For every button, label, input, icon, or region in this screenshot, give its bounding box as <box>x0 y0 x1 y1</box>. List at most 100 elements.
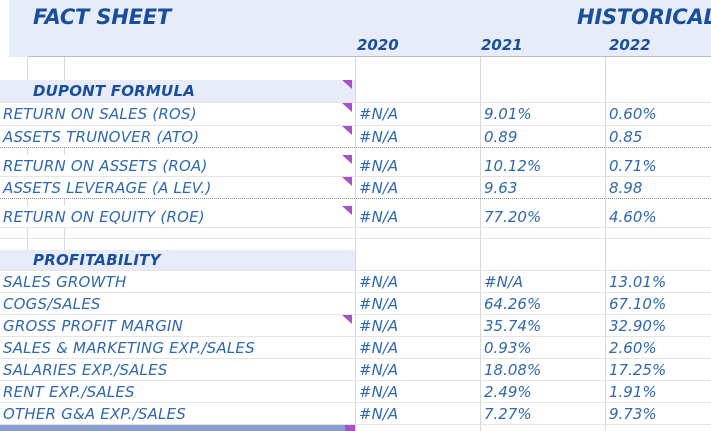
value-cell-2021[interactable]: 64.26% <box>480 293 605 314</box>
value-cell-2020[interactable]: #N/A <box>355 126 480 147</box>
value-cell-2022[interactable]: 67.10% <box>605 293 711 314</box>
value-cell-2022[interactable]: 1.91% <box>605 381 711 402</box>
value-cell-2020[interactable]: #N/A <box>355 293 480 314</box>
empty-cell[interactable] <box>480 57 605 80</box>
empty-cell[interactable] <box>480 228 605 238</box>
value-cell-2020[interactable]: #N/A <box>355 155 480 176</box>
column-header-2022[interactable]: 2022 <box>609 36 651 54</box>
row-label-cell[interactable]: SALARIES EXP./SALES <box>0 359 355 380</box>
row-label-cell[interactable]: RETURN ON SALES (ROS) <box>0 103 355 125</box>
row-label-cell[interactable]: GROSS PROFIT MARGIN <box>0 315 355 336</box>
row-label-cell[interactable]: RETURN ON ASSETS (ROA) <box>0 155 355 176</box>
empty-cell[interactable] <box>355 57 480 80</box>
value-cell-2020[interactable]: #N/A <box>355 177 480 198</box>
row-label-cell[interactable]: ASSETS LEVERAGE (A LEV.) <box>0 177 355 198</box>
column-header-2021[interactable]: 2021 <box>481 36 523 54</box>
value-cell-2022[interactable]: 0.85 <box>605 126 711 147</box>
row-label-cell[interactable]: SALES & MARKETING EXP./SALES <box>0 337 355 358</box>
row-label: OTHER G&A EXP./SALES <box>3 404 186 423</box>
empty-cell[interactable] <box>605 57 711 80</box>
row-label: RETURN ON ASSETS (ROA) <box>3 156 208 175</box>
value-cell-2022[interactable]: 9.73% <box>605 403 711 424</box>
empty-cell[interactable] <box>480 80 605 102</box>
empty-cell[interactable] <box>355 199 480 206</box>
value-cell-2020[interactable]: #N/A <box>355 403 480 424</box>
next-section-header-cell[interactable] <box>0 425 355 431</box>
value-cell-2022[interactable]: 13.01% <box>605 271 711 292</box>
value-cell-2022[interactable]: 32.90% <box>605 315 711 336</box>
value-cell-2022[interactable]: 8.98 <box>605 177 711 198</box>
header-underline <box>28 56 711 57</box>
cell-value: #N/A <box>359 316 399 335</box>
value-cell-2021[interactable]: #N/A <box>480 271 605 292</box>
value-cell-2020[interactable]: #N/A <box>355 315 480 336</box>
empty-cell[interactable] <box>480 250 605 270</box>
cell-value: 2.60% <box>609 338 657 357</box>
empty-cell[interactable] <box>355 250 480 270</box>
empty-cell[interactable] <box>605 425 711 431</box>
value-cell-2021[interactable]: 7.27% <box>480 403 605 424</box>
cell-value: #N/A <box>359 338 399 357</box>
value-cell-2022[interactable]: 0.71% <box>605 155 711 176</box>
empty-cell[interactable] <box>480 199 605 206</box>
row-label-cell[interactable]: ASSETS TRUNOVER (ATO) <box>0 126 355 147</box>
value-cell-2021[interactable]: 35.74% <box>480 315 605 336</box>
comment-indicator-icon <box>342 126 352 135</box>
empty-cell[interactable] <box>480 148 605 155</box>
row-label-cell[interactable]: RETURN ON EQUITY (ROE) <box>0 206 355 227</box>
value-cell-2020[interactable]: #N/A <box>355 206 480 227</box>
empty-cell[interactable] <box>605 239 711 250</box>
value-cell-2021[interactable]: 0.89 <box>480 126 605 147</box>
cell-value: #N/A <box>359 272 399 291</box>
value-cell-2022[interactable]: 17.25% <box>605 359 711 380</box>
value-cell-2022[interactable]: 4.60% <box>605 206 711 227</box>
empty-cell[interactable] <box>355 80 480 102</box>
section-header-cell[interactable]: DUPONT FORMULA <box>0 80 355 102</box>
blank-row <box>0 57 711 80</box>
value-cell-2020[interactable]: #N/A <box>355 359 480 380</box>
row-label: SALARIES EXP./SALES <box>3 360 168 379</box>
empty-cell[interactable] <box>480 425 605 431</box>
value-cell-2020[interactable]: #N/A <box>355 337 480 358</box>
value-cell-2021[interactable]: 18.08% <box>480 359 605 380</box>
value-cell-2020[interactable]: #N/A <box>355 271 480 292</box>
empty-cell[interactable] <box>605 148 711 155</box>
empty-cell[interactable] <box>605 228 711 238</box>
empty-cell[interactable] <box>605 250 711 270</box>
cell-value: 67.10% <box>609 294 667 313</box>
value-cell-2021[interactable]: 10.12% <box>480 155 605 176</box>
cell-value: #N/A <box>359 127 399 146</box>
cell-value: 2.49% <box>484 382 532 401</box>
table-row-gross-profit-margin: GROSS PROFIT MARGIN #N/A 35.74% 32.90% <box>0 315 711 337</box>
cell-value: 17.25% <box>609 360 667 379</box>
column-header-2020[interactable]: 2020 <box>357 36 399 54</box>
value-cell-2022[interactable]: 0.60% <box>605 103 711 125</box>
value-cell-2021[interactable]: 77.20% <box>480 206 605 227</box>
value-cell-2021[interactable]: 2.49% <box>480 381 605 402</box>
empty-cell[interactable] <box>355 425 480 431</box>
row-label: SALES & MARKETING EXP./SALES <box>3 338 255 357</box>
blank-row <box>0 228 711 239</box>
row-label-cell[interactable]: SALES GROWTH <box>0 271 355 292</box>
table-row-ros: RETURN ON SALES (ROS) #N/A 9.01% 0.60% <box>0 103 711 126</box>
empty-cell[interactable] <box>355 239 480 250</box>
row-label-cell[interactable]: OTHER G&A EXP./SALES <box>0 403 355 424</box>
value-cell-2020[interactable]: #N/A <box>355 103 480 125</box>
table-row-sales-marketing-exp: SALES & MARKETING EXP./SALES #N/A 0.93% … <box>0 337 711 359</box>
row-label-cell[interactable]: RENT EXP./SALES <box>0 381 355 402</box>
value-cell-2021[interactable]: 9.01% <box>480 103 605 125</box>
cell-value: #N/A <box>484 272 524 291</box>
empty-cell[interactable] <box>355 228 480 238</box>
row-label-cell[interactable]: COGS/SALES <box>0 293 355 314</box>
value-cell-2020[interactable]: #N/A <box>355 381 480 402</box>
section-title: PROFITABILITY <box>33 251 161 269</box>
empty-cell[interactable] <box>355 148 480 155</box>
value-cell-2021[interactable]: 0.93% <box>480 337 605 358</box>
value-cell-2021[interactable]: 9.63 <box>480 177 605 198</box>
value-cell-2022[interactable]: 2.60% <box>605 337 711 358</box>
empty-cell[interactable] <box>605 80 711 102</box>
empty-cell[interactable] <box>605 199 711 206</box>
section-header-cell[interactable]: PROFITABILITY <box>0 250 355 270</box>
blank-row <box>0 239 711 250</box>
empty-cell[interactable] <box>480 239 605 250</box>
